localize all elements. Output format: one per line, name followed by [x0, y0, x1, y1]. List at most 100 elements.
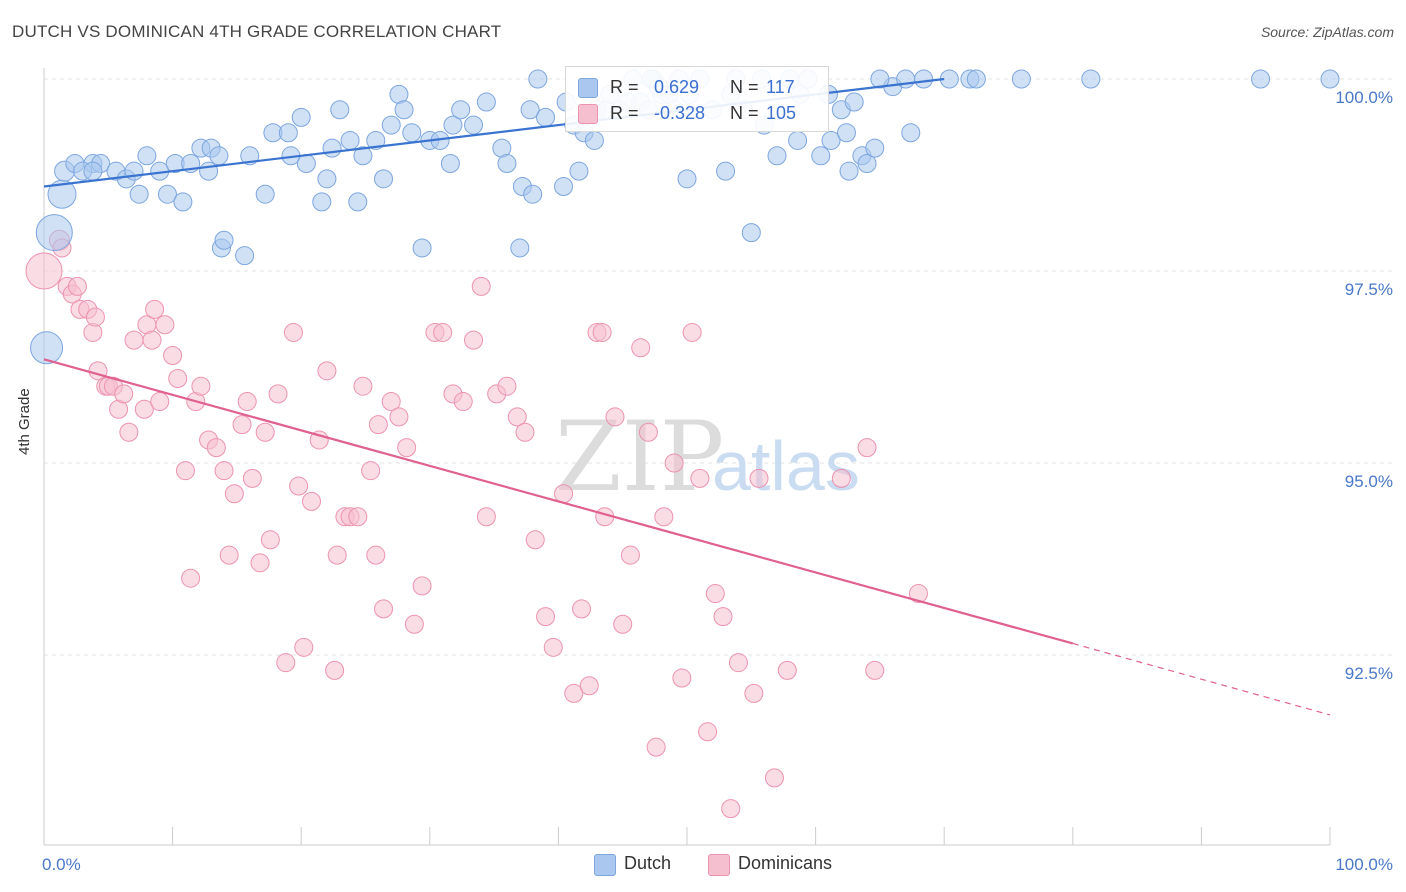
- dominican-point: [327, 545, 347, 565]
- dominican-point: [579, 676, 599, 696]
- dominican-point: [564, 683, 584, 703]
- dominican-point: [224, 484, 244, 504]
- dutch-point: [374, 169, 394, 189]
- dominican-point: [572, 599, 592, 619]
- dutch-point: [35, 214, 73, 252]
- dutch-point: [440, 153, 460, 173]
- watermark: ZIP atlas: [555, 401, 860, 513]
- dominican-point: [381, 392, 401, 412]
- dutch-point: [1251, 69, 1271, 89]
- dominican-point: [525, 530, 545, 550]
- dutch-point: [569, 161, 589, 181]
- dominican-point: [749, 468, 769, 488]
- dutch-point: [317, 169, 337, 189]
- legend-swatch-dutch: [594, 854, 616, 876]
- dutch-point: [523, 184, 543, 204]
- dutch-point: [857, 153, 877, 173]
- axes: [43, 68, 1331, 846]
- dutch-point: [536, 107, 556, 127]
- dominican-point: [163, 345, 183, 365]
- dominican-point: [255, 422, 275, 442]
- dominican-point: [654, 507, 674, 527]
- dutch-point: [291, 107, 311, 127]
- legend-r-value: 0.629: [654, 77, 700, 97]
- dutch-point: [381, 115, 401, 135]
- dominicans-points: [25, 229, 928, 819]
- dominican-point: [348, 507, 368, 527]
- dutch-point: [520, 100, 540, 120]
- dutch-point: [199, 161, 219, 181]
- dutch-point: [844, 92, 864, 112]
- dominican-point: [777, 660, 797, 680]
- dominican-point: [543, 637, 563, 657]
- y-tick-label: 100.0%: [1335, 88, 1393, 107]
- dominican-point: [268, 384, 288, 404]
- dominican-point: [353, 376, 373, 396]
- y-axis-label: 4th Grade: [16, 388, 33, 455]
- dominican-point: [672, 668, 692, 688]
- dutch-point: [914, 69, 934, 89]
- dominican-point: [25, 252, 63, 290]
- dutch-point: [340, 130, 360, 150]
- dominican-point: [908, 584, 928, 604]
- dutch-point: [554, 177, 574, 197]
- dutch-point: [741, 223, 761, 243]
- dutch-point: [394, 100, 414, 120]
- dominican-point: [155, 315, 175, 335]
- dutch-point: [836, 123, 856, 143]
- legend-row-dutch: R = 0.629 N = 117: [566, 75, 828, 101]
- dutch-point: [476, 92, 496, 112]
- dominican-point: [242, 468, 262, 488]
- dominican-point: [124, 330, 144, 350]
- dominican-point: [325, 660, 345, 680]
- dominican-point: [181, 568, 201, 588]
- dominican-point: [85, 307, 105, 327]
- dutch-point: [510, 238, 530, 258]
- legend-n-value: 117: [766, 77, 795, 97]
- chart-source: Source: ZipAtlas.com: [1260, 24, 1394, 40]
- legend-label-dutch: Dutch: [624, 853, 672, 873]
- dominican-point: [613, 614, 633, 634]
- dominican-point: [276, 653, 296, 673]
- dominican-point: [368, 415, 388, 435]
- watermark-atlas: atlas: [712, 427, 860, 505]
- dutch-point: [788, 130, 808, 150]
- dominican-point: [289, 476, 309, 496]
- legend-r-label: R =: [610, 103, 639, 123]
- dutch-point: [584, 130, 604, 150]
- dominican-point: [713, 607, 733, 627]
- dominican-point: [294, 637, 314, 657]
- dutch-point: [402, 123, 422, 143]
- dutch-point: [83, 161, 103, 181]
- dominican-point: [412, 576, 432, 596]
- dutch-point: [214, 230, 234, 250]
- dutch-point: [1011, 69, 1031, 89]
- dominican-point: [168, 369, 188, 389]
- grid-lines: [44, 78, 1392, 656]
- dominican-point: [114, 384, 134, 404]
- dominican-point: [744, 683, 764, 703]
- dominican-point: [145, 299, 165, 319]
- dutch-point: [322, 138, 342, 158]
- x-tick-label: 100.0%: [1335, 855, 1393, 874]
- chart-title: DUTCH VS DOMINICAN 4TH GRADE CORRELATION…: [12, 22, 502, 41]
- dominican-point: [682, 322, 702, 342]
- dutch-point: [1081, 69, 1101, 89]
- legend-swatch-dominicans: [708, 854, 730, 876]
- dominican-point: [664, 453, 684, 473]
- tick-labels: 92.5% 95.0% 97.5% 100.0% 0.0% 100.0%: [42, 88, 1393, 874]
- dutch-point: [821, 130, 841, 150]
- dominican-point: [476, 507, 496, 527]
- dominican-point: [150, 392, 170, 412]
- dominican-point: [592, 322, 612, 342]
- dominican-point: [605, 407, 625, 427]
- dutch-point: [255, 184, 275, 204]
- y-tick-label: 97.5%: [1345, 280, 1393, 299]
- dominican-point: [515, 422, 535, 442]
- dominican-point: [134, 399, 154, 419]
- dutch-point: [129, 184, 149, 204]
- dominican-point: [690, 468, 710, 488]
- dominican-point: [250, 553, 270, 573]
- dutch-point: [767, 146, 787, 166]
- dominican-point: [119, 422, 139, 442]
